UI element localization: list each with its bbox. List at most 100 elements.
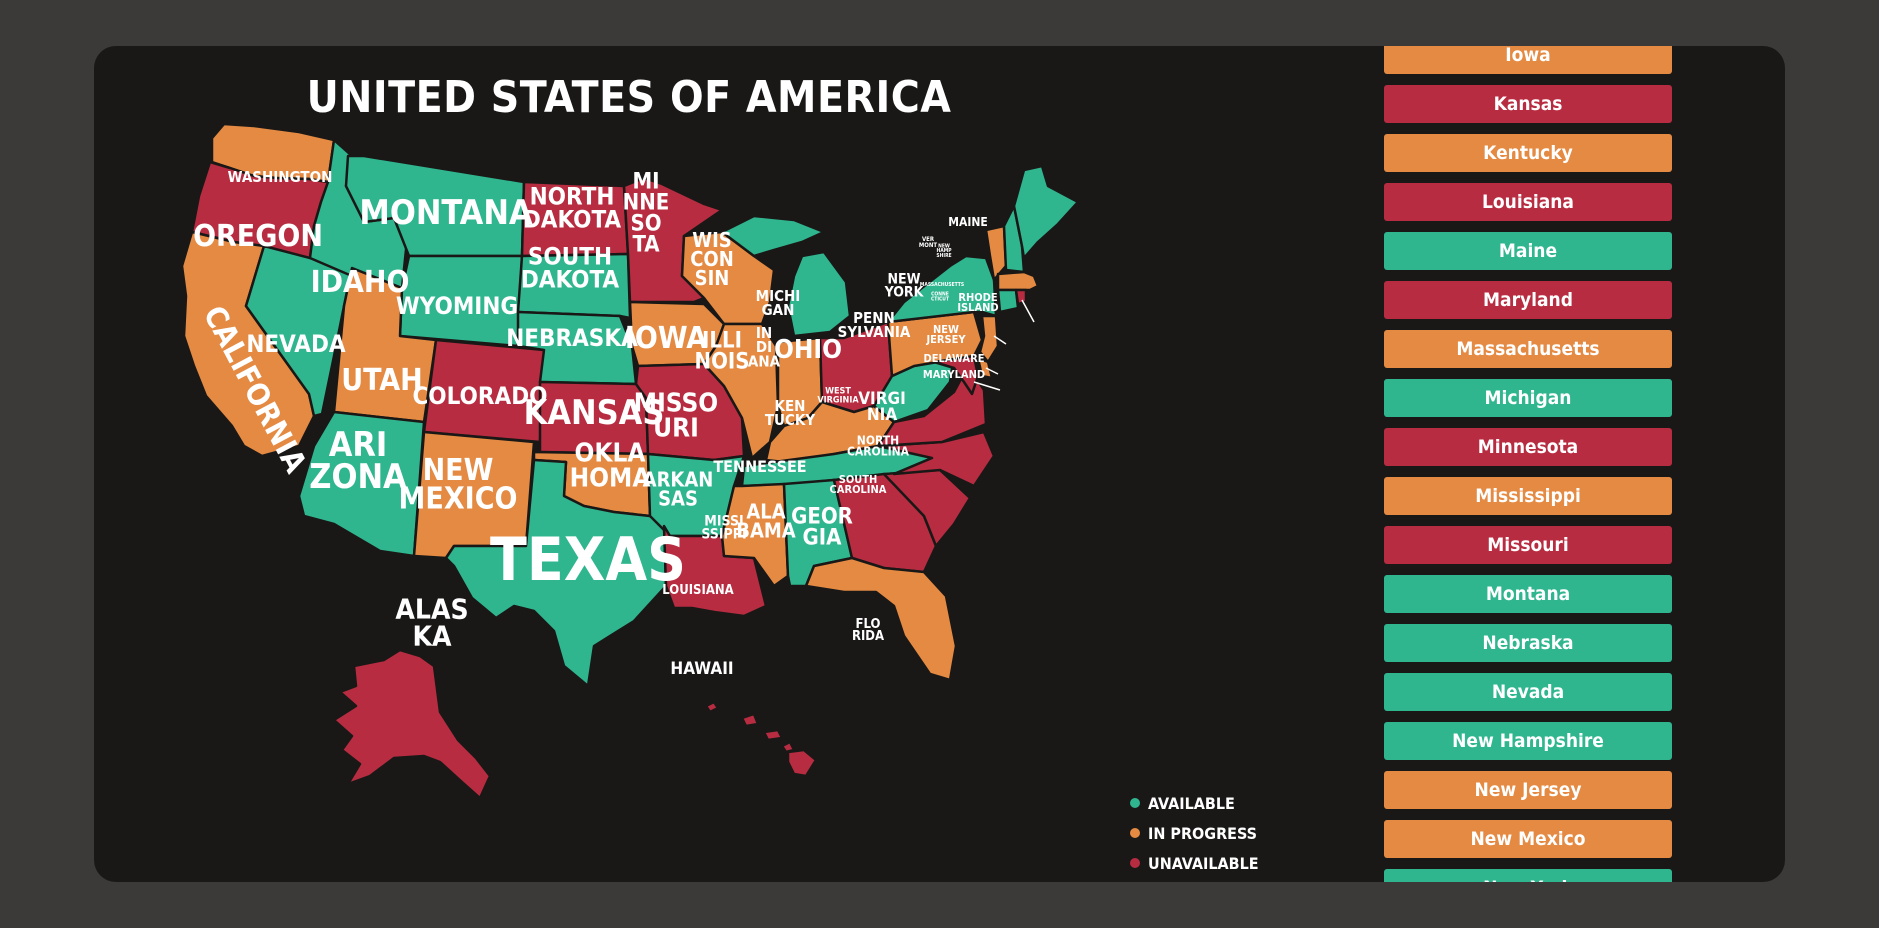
map-label-line: OREGON — [193, 219, 323, 254]
map-label-line: NORTH — [530, 183, 615, 211]
state-michigan-upper[interactable] — [720, 214, 826, 258]
state-list-item-maine[interactable]: Maine — [1384, 232, 1672, 270]
label-montana: MONTANA — [359, 193, 533, 233]
label-virginia: VIRGI NIA — [858, 389, 906, 425]
map-label-line: WEST — [825, 387, 851, 397]
state-list-item-kentucky[interactable]: Kentucky — [1384, 134, 1672, 172]
state-michigan[interactable] — [786, 250, 852, 338]
state-list-item-new-jersey[interactable]: New Jersey — [1384, 771, 1672, 809]
map-label-line: SO — [630, 211, 661, 236]
label-south-carolina: SOUTH CAROLINA — [830, 473, 887, 496]
label-missouri: MISSO URI — [634, 389, 718, 444]
state-hawaii-5[interactable] — [786, 748, 818, 778]
state-list-item-nevada[interactable]: Nevada — [1384, 673, 1672, 711]
label-maryland: MARYLAND — [923, 368, 985, 381]
state-list-item-new-hampshire[interactable]: New Hampshire — [1384, 722, 1672, 760]
map-label-line: NEVADA — [246, 330, 346, 358]
map-label-line: KA — [412, 619, 452, 652]
map-label-line: MICHI — [756, 287, 801, 305]
state-maine[interactable] — [1012, 164, 1080, 260]
label-washington: WASHINGTON — [228, 168, 333, 186]
state-new-hampshire[interactable] — [1002, 204, 1026, 274]
map-label-line: OKLA — [574, 439, 645, 469]
label-colorado: COLORADO — [412, 382, 547, 410]
state-list-item-iowa[interactable]: Iowa — [1384, 46, 1672, 74]
map-label-line: CTICUT — [931, 296, 950, 302]
legend-item-available: AVAILABLE — [1130, 788, 1259, 818]
leader-maryland — [973, 381, 1001, 391]
map-label-line: CONNE — [931, 292, 949, 298]
state-list-item-montana[interactable]: Montana — [1384, 575, 1672, 613]
map-label-line: MISSI — [704, 513, 743, 529]
legend-dot-available — [1130, 798, 1140, 808]
state-list-item-louisiana[interactable]: Louisiana — [1384, 183, 1672, 221]
state-hawaii-1[interactable] — [704, 700, 720, 714]
state-list-item-new-york[interactable]: New York — [1384, 869, 1672, 882]
state-list-item-minnesota[interactable]: Minnesota — [1384, 428, 1672, 466]
map-label-line: SHIRE — [936, 253, 951, 259]
state-rhode-island[interactable] — [1014, 288, 1028, 306]
map-label-line: WIS — [692, 228, 732, 252]
state-connecticut[interactable] — [996, 288, 1020, 314]
state-list-item-massachusetts[interactable]: Massachusetts — [1384, 330, 1672, 368]
state-list-item-maryland[interactable]: Maryland — [1384, 281, 1672, 319]
state-illinois[interactable] — [702, 322, 780, 460]
state-list-item-kansas[interactable]: Kansas — [1384, 85, 1672, 123]
label-mississippi: MISSI SSIPPI — [701, 513, 746, 542]
state-virginia[interactable] — [876, 364, 988, 448]
map-label-line: TUCKY — [765, 411, 816, 429]
map-label-line: CAROLINA — [847, 445, 910, 459]
map-label-line: DAKOTA — [523, 205, 622, 233]
map-label-line: COLORADO — [412, 382, 547, 410]
label-vermont: VER MONT — [919, 236, 937, 249]
state-massachusetts[interactable] — [996, 270, 1040, 292]
map-label-line: MAINE — [948, 215, 988, 229]
map-label-line: HOMA — [570, 463, 651, 493]
label-texas: TEXAS — [490, 525, 686, 595]
state-hawaii-3[interactable] — [762, 728, 784, 742]
map-title: UNITED STATES OF AMERICA — [306, 72, 952, 123]
legend-label-unavailable: UNAVAILABLE — [1148, 853, 1259, 873]
label-minnesota: MI NNE SO TA — [623, 170, 670, 258]
state-hawaii-2[interactable] — [740, 712, 760, 728]
map-label-line: NIA — [867, 405, 897, 425]
state-new-york[interactable] — [886, 254, 998, 324]
legend-label-in-progress: IN PROGRESS — [1148, 823, 1258, 843]
legend-dot-unavailable — [1130, 858, 1140, 868]
map-label-line: MEXICO — [399, 481, 518, 516]
state-north-carolina[interactable] — [876, 430, 996, 488]
map-label-line: NORTH — [857, 433, 899, 447]
state-delaware[interactable] — [976, 356, 994, 380]
state-list-item-michigan[interactable]: Michigan — [1384, 379, 1672, 417]
state-florida[interactable] — [804, 556, 958, 682]
map-label-line: CON — [690, 247, 734, 271]
map-label-line: GAN — [762, 301, 795, 319]
label-wisconsin: WIS CON SIN — [690, 228, 734, 290]
state-south-dakota[interactable] — [516, 252, 632, 320]
map-label-line: WYOMING — [396, 292, 518, 320]
state-alaska[interactable] — [332, 648, 492, 800]
state-texas[interactable] — [444, 458, 668, 688]
label-delaware: DELAWARE — [924, 352, 985, 365]
state-list-item-new-mexico[interactable]: New Mexico — [1384, 820, 1672, 858]
map-label-line: HAWAII — [670, 659, 733, 679]
label-alabama: ALA BAMA — [736, 500, 796, 543]
map-label-line: NEW — [887, 271, 920, 287]
map-label-line: KEN — [775, 397, 806, 415]
label-tennessee: TENNESSEE — [713, 457, 806, 476]
legend: AVAILABLE IN PROGRESS UNAVAILABLE — [1130, 788, 1259, 878]
leader-delaware — [985, 367, 999, 375]
state-list-item-missouri[interactable]: Missouri — [1384, 526, 1672, 564]
map-label-line: ALA — [746, 500, 785, 524]
state-list-item-nebraska[interactable]: Nebraska — [1384, 624, 1672, 662]
map-label-line: DAKOTA — [521, 265, 620, 293]
map-label-line: CAROLINA — [830, 483, 887, 496]
state-maryland[interactable] — [932, 354, 980, 396]
map-label-line: ALAS — [395, 593, 468, 626]
label-kansas: KANSAS — [524, 393, 665, 433]
map-label-line: NOIS — [695, 349, 750, 374]
label-new-hampshire: NEW HAMP SHIRE — [936, 243, 952, 258]
state-list-item-mississippi[interactable]: Mississippi — [1384, 477, 1672, 515]
label-west-virginia: WEST VIRGINIA — [817, 387, 859, 406]
label-north-dakota: NORTH DAKOTA — [523, 183, 622, 234]
